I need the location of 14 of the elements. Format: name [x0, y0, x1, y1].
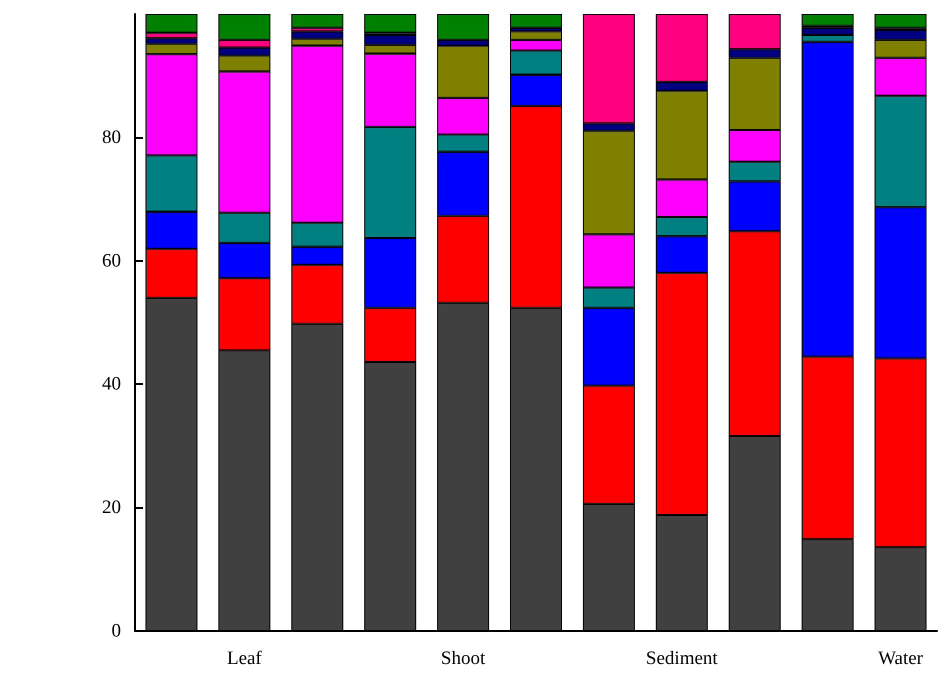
- x-tick-label: Shoot: [440, 648, 486, 669]
- x-tick-label: Leaf: [226, 648, 262, 669]
- y-tick-label: 0: [112, 620, 121, 642]
- bar: [510, 14, 562, 28]
- bar: [802, 14, 854, 26]
- bar: [874, 14, 927, 28]
- x-tick-label: Water: [878, 648, 924, 669]
- y-tick-label: 60: [102, 250, 121, 272]
- y-tick-label: 20: [102, 497, 121, 518]
- bar: [364, 14, 416, 33]
- y-tick-label: 80: [102, 126, 121, 148]
- y-tick-label: 40: [102, 374, 121, 395]
- bar: [291, 14, 344, 28]
- x-tick-label: Sediment: [646, 648, 718, 669]
